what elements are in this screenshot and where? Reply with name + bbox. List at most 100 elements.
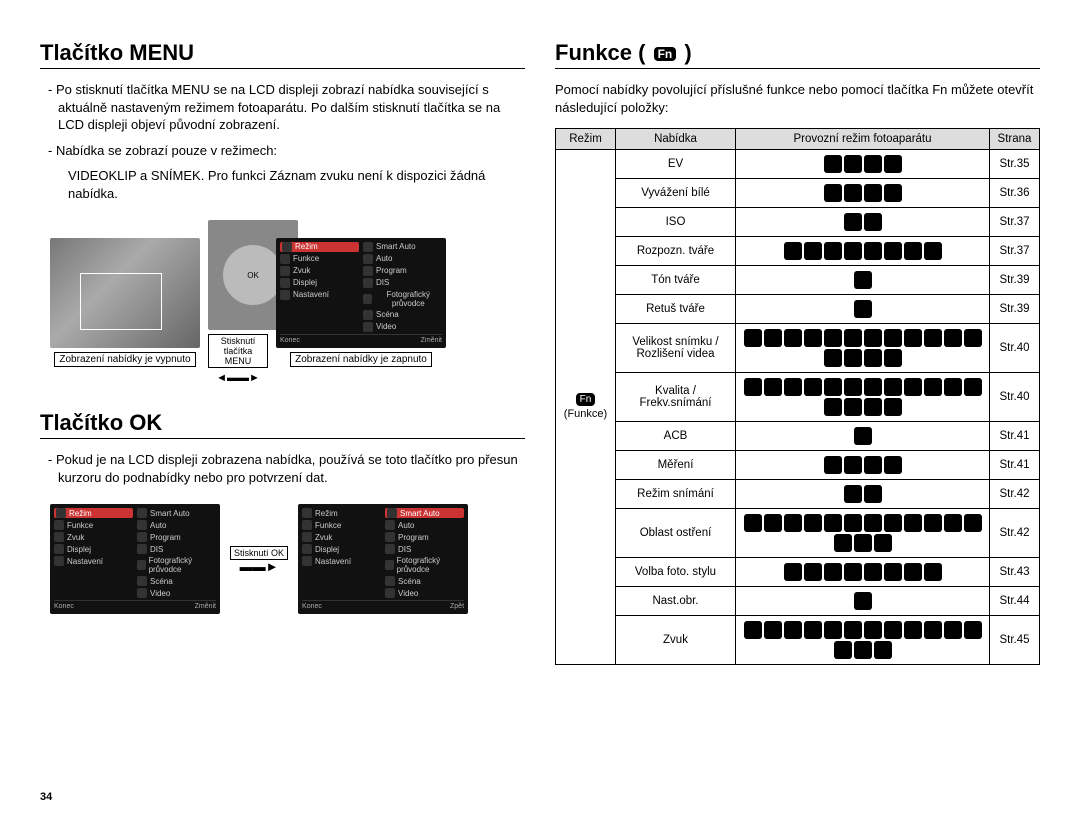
table-row: Rozpozn. tváře Str.37	[556, 237, 1040, 266]
table-row: Fn(Funkce)EVStr.35	[556, 150, 1040, 179]
menu-left-item: Nastavení	[280, 290, 359, 300]
table-row: Vyvážení bíléStr.36	[556, 179, 1040, 208]
mode-icon	[904, 329, 922, 347]
mode-icon	[884, 456, 902, 474]
menu-name-cell: Oblast ostření	[616, 509, 736, 558]
funkce-title-suffix: )	[684, 40, 691, 65]
mode-icon	[904, 242, 922, 260]
menu-left-item: Režim	[280, 242, 359, 252]
mode-icon	[884, 563, 902, 581]
ok-arrow-block: Stisknutí OK ▬▬►	[230, 544, 288, 574]
mode-icon	[744, 378, 762, 396]
menu-right-item: Auto	[137, 520, 216, 530]
page-number: 34	[40, 791, 52, 803]
mode-icon	[854, 641, 872, 659]
mode-icon	[904, 621, 922, 639]
menu-right-item: DIS	[363, 278, 442, 288]
mode-icon	[884, 155, 902, 173]
mode-icon	[854, 300, 872, 318]
mode-icon	[904, 378, 922, 396]
mode-icon	[824, 184, 842, 202]
menu-left-item: Nastavení	[54, 556, 133, 566]
table-row: Retuš tvářeStr.39	[556, 295, 1040, 324]
mode-icon	[964, 329, 982, 347]
menu-name-cell: Retuš tváře	[616, 295, 736, 324]
mode-icon	[924, 242, 942, 260]
menu-right-item: Scéna	[363, 310, 442, 320]
mode-icon	[844, 155, 862, 173]
menu-name-cell: Nast.obr.	[616, 587, 736, 616]
camera-modes-cell	[736, 480, 990, 509]
menu-right-item: DIS	[137, 544, 216, 554]
table-row: MěřeníStr.41	[556, 451, 1040, 480]
screen-on-wrap: RežimFunkceZvukDisplejNastavení Smart Au…	[276, 238, 446, 367]
mode-icon	[844, 398, 862, 416]
mode-icon	[804, 514, 822, 532]
mode-icon	[784, 329, 802, 347]
table-row: ACBStr.41	[556, 422, 1040, 451]
camera-modes-cell	[736, 616, 990, 665]
mode-icon	[824, 155, 842, 173]
mode-icon	[864, 349, 882, 367]
mode-icon	[884, 398, 902, 416]
menu-foot-exit: Konec	[280, 337, 300, 344]
camera-modes-cell	[736, 587, 990, 616]
table-row: Velikost snímku / Rozlišení videaStr.40	[556, 324, 1040, 373]
mode-icon	[904, 563, 922, 581]
mode-icon	[924, 514, 942, 532]
mode-icon	[784, 378, 802, 396]
lcd-menu-before-ok: RežimFunkceZvukDisplejNastavení Smart Au…	[50, 504, 220, 614]
mode-icon	[804, 378, 822, 396]
mode-icon	[884, 621, 902, 639]
mode-icon	[844, 242, 862, 260]
page-ref-cell: Str.37	[990, 237, 1040, 266]
menu-right-item: Fotografický průvodce	[385, 556, 464, 574]
menu-right-item: Fotografický průvodce	[363, 290, 442, 308]
mode-icon	[854, 592, 872, 610]
mode-icon	[824, 514, 842, 532]
mode-icon	[784, 242, 802, 260]
camera-modes-cell	[736, 150, 990, 179]
mode-icon	[844, 456, 862, 474]
menu-left-item: Displej	[54, 544, 133, 554]
menu-name-cell: ISO	[616, 208, 736, 237]
page-ref-cell: Str.37	[990, 208, 1040, 237]
mode-icon	[864, 485, 882, 503]
mode-icon	[864, 184, 882, 202]
menu-right-item: Program	[137, 532, 216, 542]
menu-name-cell: Rozpozn. tváře	[616, 237, 736, 266]
menu-right-item: Smart Auto	[137, 508, 216, 518]
menu-left-item: Režim	[54, 508, 133, 518]
right-column: Funkce ( Fn ) Pomocí nabídky povolující …	[555, 40, 1040, 665]
th-menu: Nabídka	[616, 129, 736, 150]
mode-icon	[864, 378, 882, 396]
menu-para-1: - Po stisknutí tlačítka MENU se na LCD d…	[58, 81, 525, 134]
menu-button-heading: Tlačítko MENU	[40, 40, 525, 69]
mode-icon	[784, 621, 802, 639]
mode-icon	[864, 621, 882, 639]
table-row: Režim snímáníStr.42	[556, 480, 1040, 509]
mode-icon	[864, 213, 882, 231]
table-row: Oblast ostřeníStr.42	[556, 509, 1040, 558]
menu-para-2: - Nabídka se zobrazí pouze v režimech:	[58, 142, 525, 160]
mode-icon	[824, 329, 842, 347]
menu-name-cell: Volba foto. stylu	[616, 558, 736, 587]
page-ref-cell: Str.36	[990, 179, 1040, 208]
menu-right-item: Video	[363, 322, 442, 332]
mode-icon	[964, 378, 982, 396]
menu-right-item: DIS	[385, 544, 464, 554]
camera-modes-cell	[736, 509, 990, 558]
menu-right-item: Smart Auto	[385, 508, 464, 518]
mode-icon	[864, 514, 882, 532]
functions-table: Režim Nabídka Provozní režim fotoaparátu…	[555, 128, 1040, 665]
menu-right-item: Program	[385, 532, 464, 542]
mode-icon	[804, 563, 822, 581]
menu-right-item: Video	[385, 588, 464, 598]
mode-icon	[844, 329, 862, 347]
mode-icon	[924, 378, 942, 396]
page-ref-cell: Str.41	[990, 451, 1040, 480]
menu-left-item: Funkce	[54, 520, 133, 530]
mode-icon	[864, 242, 882, 260]
menu-left-item: Zvuk	[280, 266, 359, 276]
menu-name-cell: Zvuk	[616, 616, 736, 665]
